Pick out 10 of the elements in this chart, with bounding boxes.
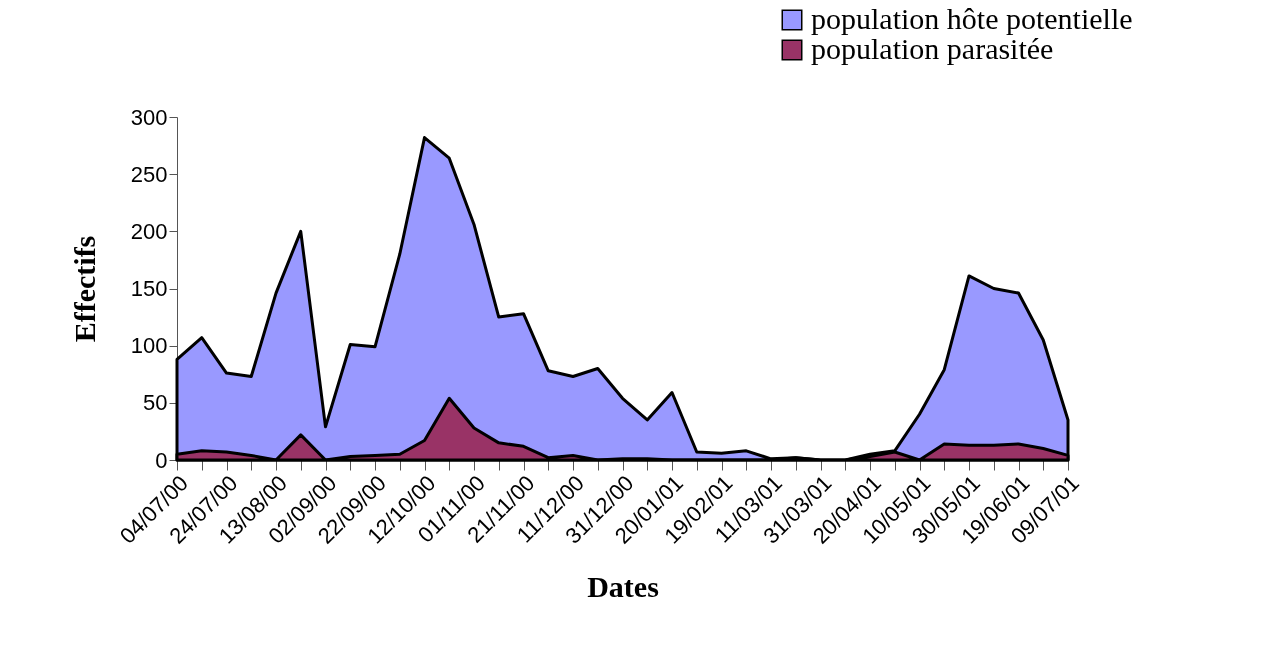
y-axis-title: Effectifs [67, 235, 101, 343]
y-tick-label: 300 [130, 104, 168, 130]
x-axis-title: Dates [587, 569, 659, 603]
y-tick-label: 50 [143, 390, 168, 416]
y-tick-label: 100 [130, 333, 168, 359]
y-tick-label: 200 [130, 218, 168, 244]
y-tick-label: 150 [130, 276, 168, 301]
legend-label: population hôte potentielle [811, 2, 1133, 35]
y-tick-label: 250 [130, 161, 168, 187]
y-tick-label: 0 [155, 447, 168, 473]
